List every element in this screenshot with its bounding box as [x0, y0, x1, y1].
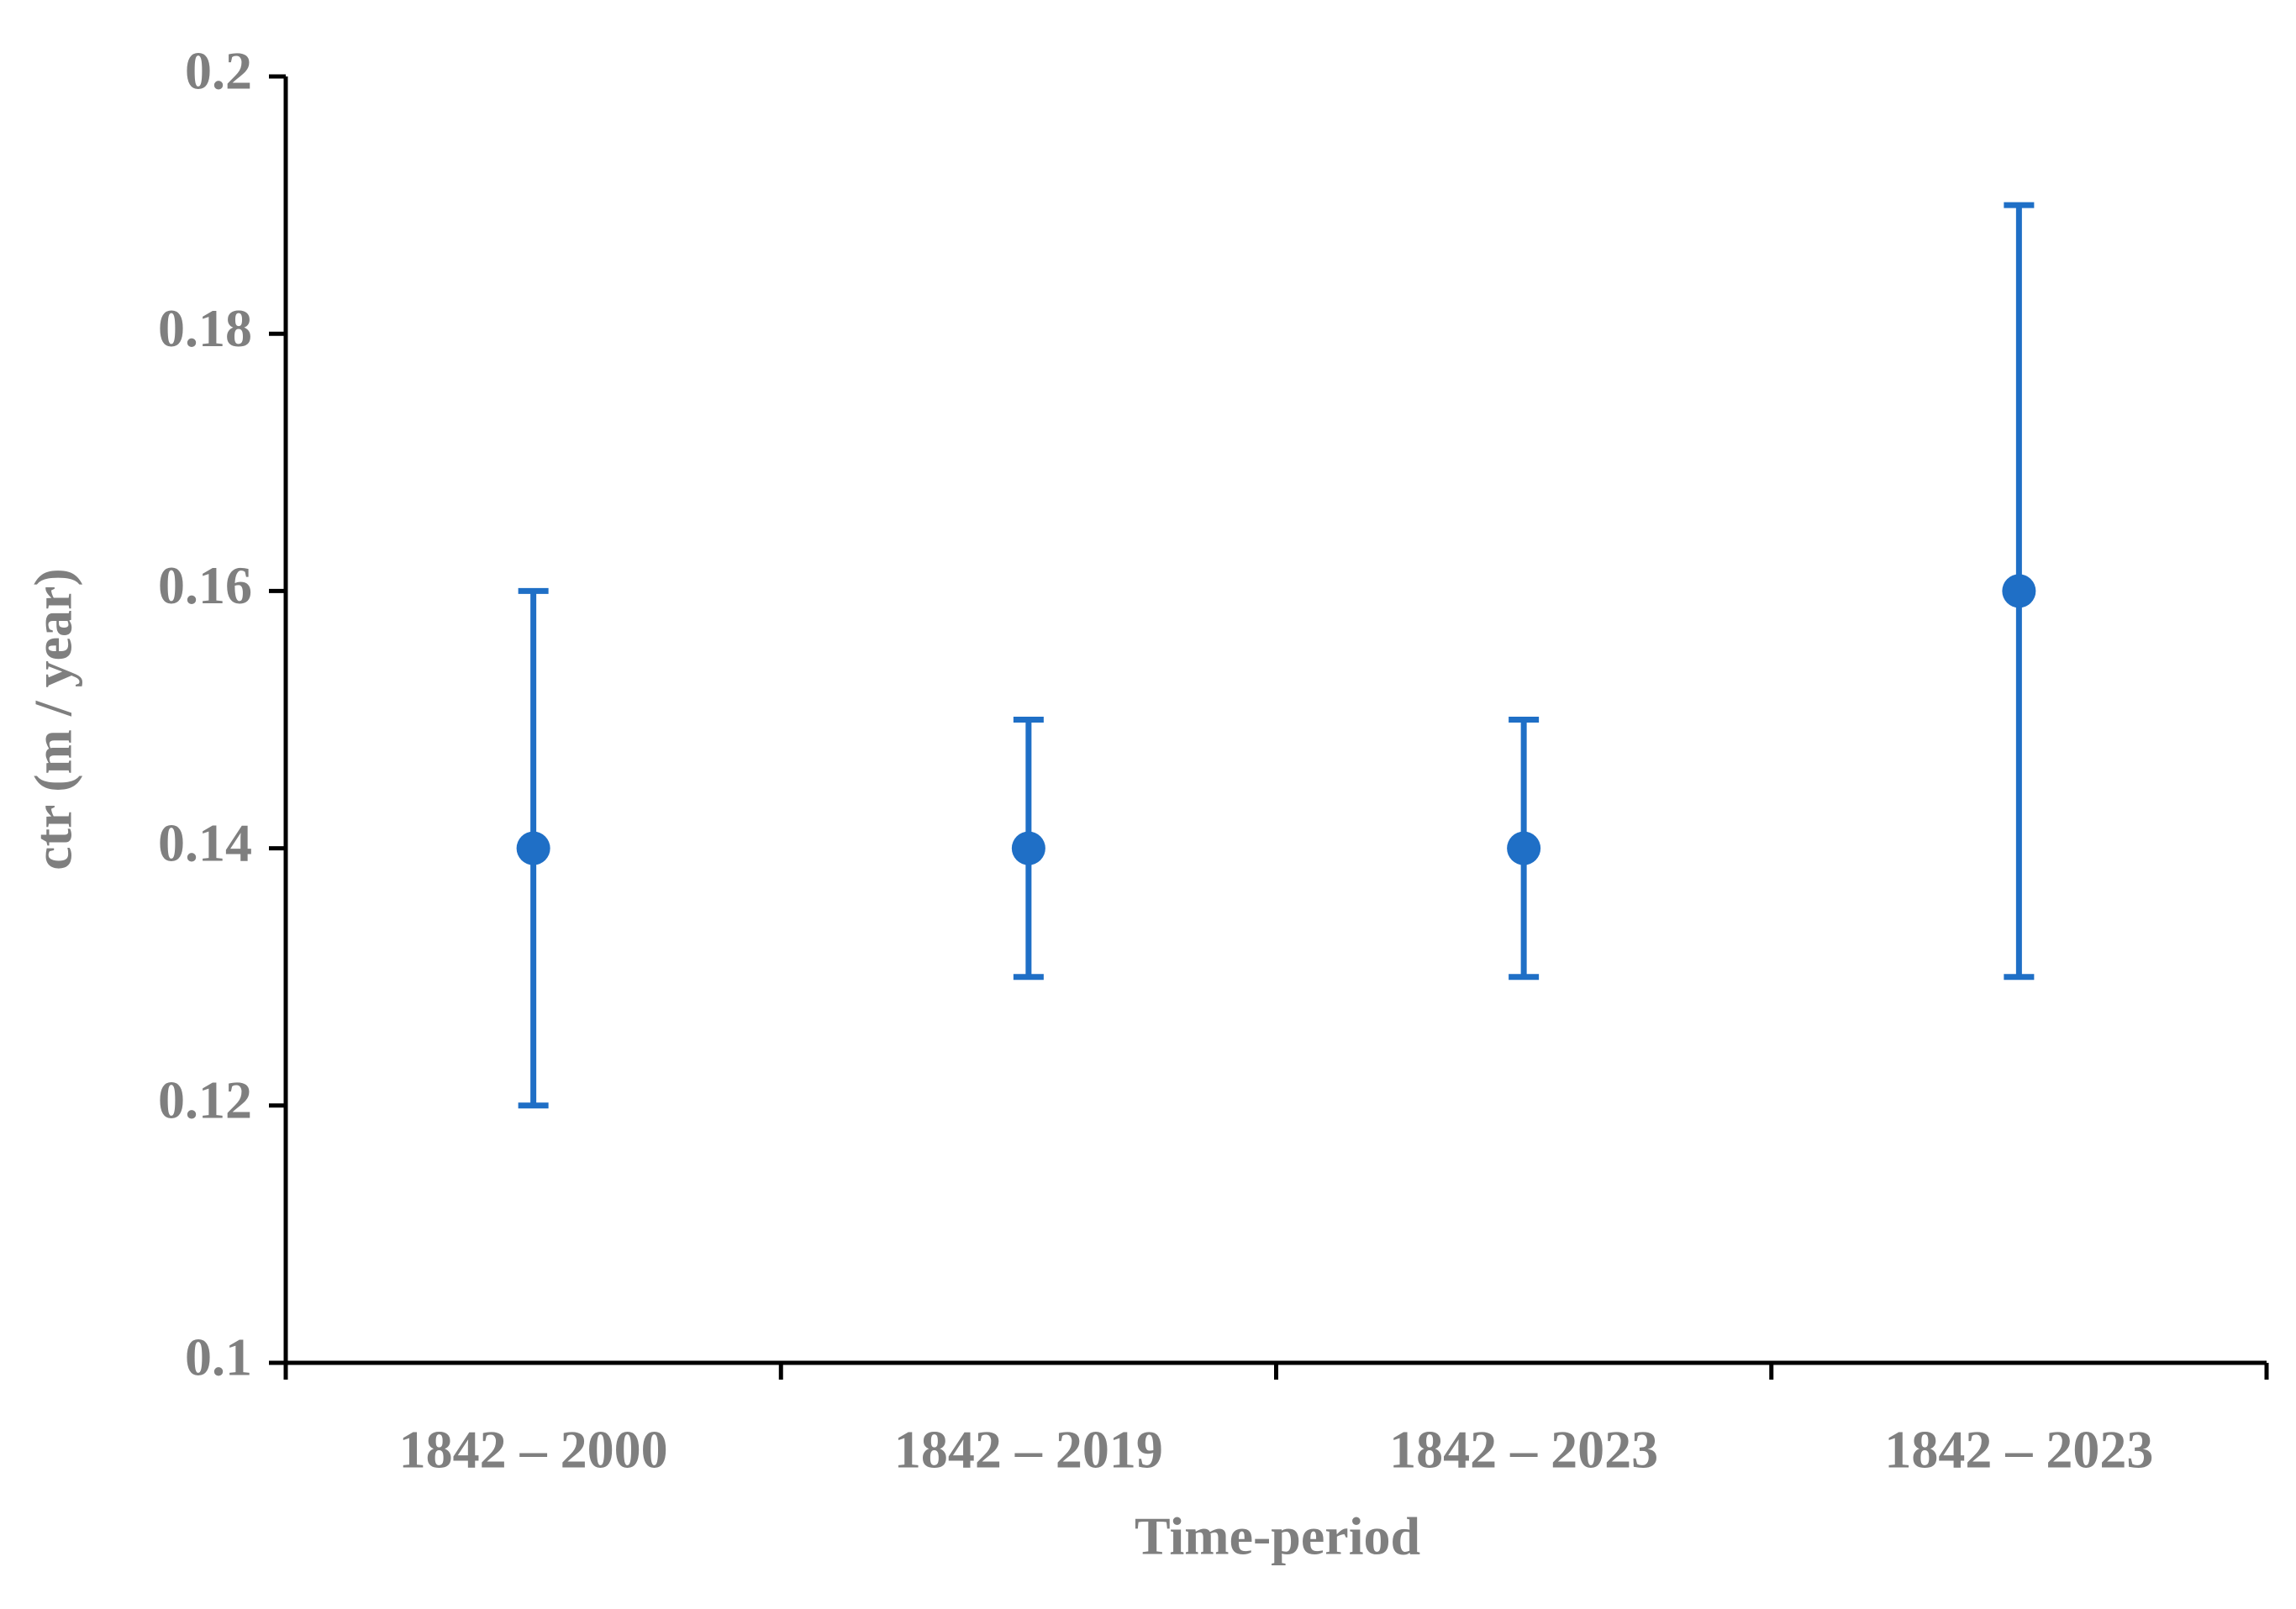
x-tick-label: 1842 – 2023 — [1389, 1420, 1658, 1480]
y-tick-label: 0.2 — [185, 41, 252, 101]
x-tick-label: 1842 – 2000 — [399, 1420, 668, 1480]
y-tick-label: 0.16 — [158, 555, 252, 615]
y-axis-label: ctr (m / year) — [24, 568, 83, 870]
x-tick-label: 1842 – 2023 — [1884, 1420, 2153, 1480]
y-tick-label: 0.14 — [158, 812, 252, 872]
point — [1011, 831, 1045, 865]
point — [1507, 831, 1541, 865]
x-tick-label: 1842 – 2019 — [894, 1420, 1163, 1480]
point — [2002, 574, 2036, 608]
point — [516, 831, 550, 865]
y-tick-label: 0.12 — [158, 1070, 252, 1129]
x-axis-label: Time-period — [1135, 1506, 1420, 1566]
y-tick-label: 0.1 — [185, 1328, 252, 1387]
y-tick-label: 0.18 — [158, 298, 252, 358]
